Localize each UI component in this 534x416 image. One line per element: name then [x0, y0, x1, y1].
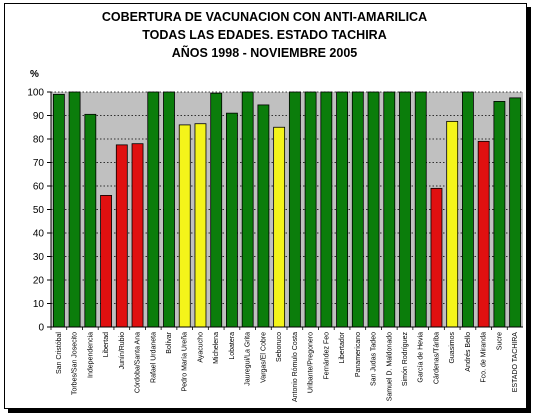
- category-label-28: Fco. de Miranda: [481, 332, 488, 383]
- category-label-26: Guasimos: [449, 332, 456, 364]
- bar-27: [462, 91, 474, 328]
- bar-18: [320, 91, 333, 328]
- y-axis-unit: %: [30, 69, 39, 80]
- bar-11: [210, 92, 223, 328]
- category-label-18: Fernández Feo: [323, 332, 330, 380]
- y-tick-label-70: 70: [33, 158, 45, 169]
- bar-17: [304, 91, 317, 328]
- category-label-3: Independencia: [87, 332, 94, 378]
- category-label-21: San Judas Tadeo: [371, 332, 378, 386]
- y-tick-label-80: 80: [33, 135, 45, 146]
- bar-29: [493, 101, 506, 328]
- category-label-20: Panamericano: [355, 332, 362, 377]
- category-label-6: Córdoba/Santa Ana: [135, 332, 142, 393]
- category-label-27: Andrés Bello: [465, 332, 472, 372]
- y-tick-label-60: 60: [33, 182, 45, 193]
- category-label-8: Bolívar: [166, 331, 173, 353]
- category-label-23: Simón Rodríguez: [402, 332, 409, 387]
- category-label-4: Libertad: [103, 332, 110, 357]
- bar-3: [84, 113, 97, 328]
- category-label-16: Antonio Rómulo Costa: [292, 332, 299, 402]
- chart-title: COBERTURA DE VACUNACION CON ANTI-AMARILI…: [4, 8, 525, 62]
- category-label-12: Lobatera: [229, 332, 236, 360]
- title-line-1: COBERTURA DE VACUNACION CON ANTI-AMARILI…: [101, 10, 428, 24]
- y-tick-label-10: 10: [33, 299, 45, 310]
- bar-21: [367, 91, 380, 328]
- category-label-2: Torbes/San Josecito: [72, 332, 79, 395]
- bar-16: [288, 91, 301, 328]
- category-label-13: Jauregui/La Grita: [245, 332, 252, 386]
- bar-24: [414, 91, 427, 328]
- title-line-3: AÑOS 1998 - NOVIEMBRE 2005: [171, 46, 358, 60]
- bar-19: [336, 91, 348, 328]
- bar-1: [52, 93, 65, 328]
- bar-12: [226, 112, 238, 328]
- category-label-17: Uribante/Pregonero: [308, 332, 315, 393]
- bar-28: [477, 140, 490, 328]
- category-label-30: ESTADO TACHIRA: [512, 332, 519, 393]
- y-tick-label-40: 40: [33, 229, 45, 240]
- y-tick-label-90: 90: [33, 111, 45, 122]
- bar-15: [273, 126, 286, 328]
- category-label-10: Ayacucho: [197, 332, 204, 363]
- bar-6: [131, 143, 144, 328]
- bar-9: [178, 124, 191, 328]
- category-label-24: García de Hevia: [418, 332, 425, 383]
- bar-23: [399, 91, 411, 328]
- bar-25: [430, 187, 443, 328]
- category-label-22: Samuel D. Maldonado: [386, 332, 393, 401]
- bar-22: [383, 91, 396, 328]
- bar-14: [257, 104, 270, 328]
- y-tick-label-100: 100: [27, 88, 44, 99]
- y-tick-label-30: 30: [33, 252, 45, 263]
- plot-area: 0 10 20 30 40 50 60 70 80 90 100 San Cristóbal Torbe…: [27, 88, 523, 402]
- category-label-19: Libertador: [339, 331, 346, 363]
- bar-2: [68, 91, 81, 328]
- bar-26: [446, 120, 459, 328]
- y-tick-label-50: 50: [33, 205, 45, 216]
- category-label-5: Junín/Rubio: [119, 332, 126, 369]
- bar-13: [241, 91, 254, 328]
- bar-30: [509, 97, 522, 328]
- title-line-2: TODAS LAS EDADES. ESTADO TACHIRA: [142, 28, 387, 42]
- category-label-14: Vargas/El Cobre: [260, 332, 267, 383]
- category-label-11: Michelena: [213, 332, 220, 364]
- category-label-9: Pedro María Ureña: [182, 332, 189, 392]
- bar-8: [163, 91, 175, 328]
- bar-4: [100, 194, 112, 328]
- y-tick-label-0: 0: [38, 323, 44, 334]
- bar-5: [115, 144, 128, 328]
- bar-10: [194, 123, 207, 328]
- category-label-7: Rafael Urdaneta: [150, 332, 157, 383]
- bar-20: [351, 91, 364, 328]
- category-label-15: Seboruco: [276, 332, 283, 362]
- category-label-25: Cárdenas/Táriba: [433, 332, 440, 384]
- category-label-29: Sucre: [496, 332, 503, 350]
- category-label-1: San Cristóbal: [56, 332, 63, 374]
- y-tick-label-20: 20: [33, 276, 45, 287]
- bar-7: [147, 91, 160, 328]
